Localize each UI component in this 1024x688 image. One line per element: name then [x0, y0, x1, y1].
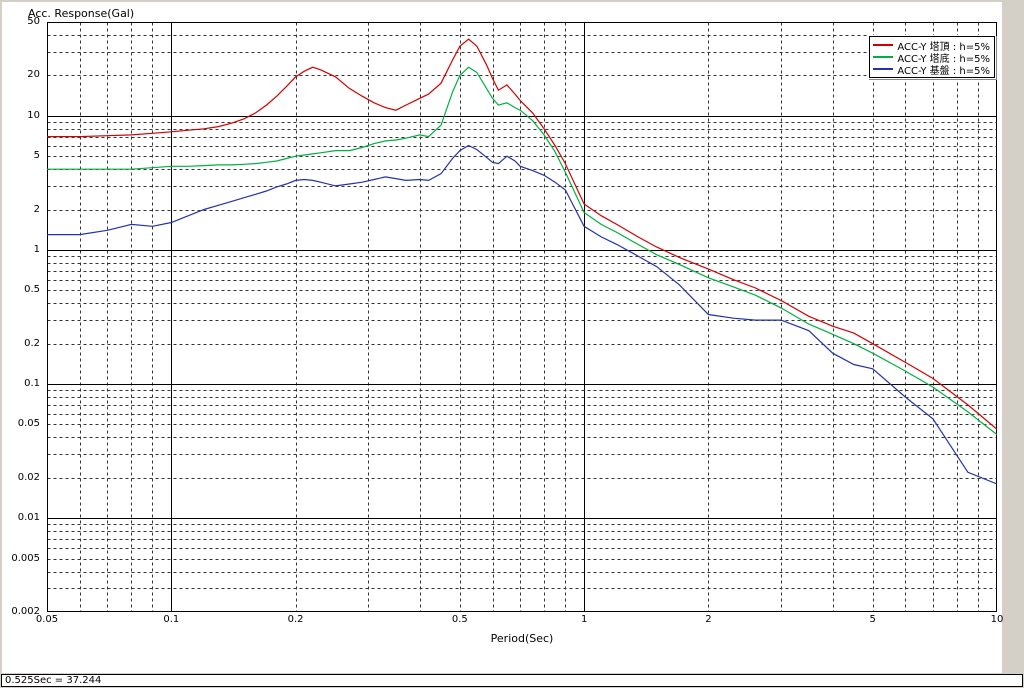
y-tick-label: 0.05	[17, 418, 40, 430]
x-tick-label: 0.05	[35, 614, 59, 625]
plot-svg[interactable]	[47, 22, 997, 612]
series-line-2	[47, 144, 997, 485]
plot-area[interactable]: ACC-Y 塔頂 : h=5% ACC-Y 塔底 : h=5% ACC-Y 基盤…	[47, 22, 997, 612]
y-axis-tick-labels: 50 20 10 5 2 1 0.5 0.2 0.1 0.05 0.02 0.01 0.005 0.002	[2, 17, 44, 617]
y-tick-label: 50	[27, 16, 40, 27]
legend-line-red-icon	[873, 44, 894, 46]
plot-border	[47, 22, 997, 612]
x-tick-label: 1	[580, 614, 588, 625]
x-axis-title: Period(Sec)	[490, 632, 554, 645]
y-tick-label: 0.005	[11, 552, 40, 564]
status-bar: 0.525Sec = 37.244	[1, 674, 1023, 687]
y-tick-label: 0.002	[11, 606, 40, 617]
legend-row-tower-top: ACC-Y 塔頂 : h=5%	[873, 39, 990, 53]
x-tick-label: 0.1	[163, 614, 180, 625]
x-tick-label: 0.2	[287, 614, 304, 625]
series-line-0	[47, 38, 997, 430]
x-tick-label: 2	[705, 614, 712, 625]
legend-label: ACC-Y 基盤 : h=5%	[897, 65, 990, 77]
y-tick-label: 0.1	[24, 378, 40, 390]
legend-row-tower-bottom: ACC-Y 塔底 : h=5%	[873, 51, 990, 65]
x-tick-label: 10	[990, 614, 1004, 625]
legend-line-green-icon	[873, 56, 894, 58]
legend-line-blue-icon	[873, 68, 894, 70]
y-tick-label: 0.01	[17, 512, 40, 524]
legend-row-base: ACC-Y 基盤 : h=5%	[873, 63, 990, 77]
y-tick-label: 0.5	[24, 284, 40, 296]
y-tick-label: 5	[33, 150, 40, 162]
y-tick-label: 0.02	[17, 471, 40, 483]
series-line-1	[47, 66, 997, 436]
legend-label: ACC-Y 塔底 : h=5%	[897, 53, 990, 65]
legend-label: ACC-Y 塔頂 : h=5%	[897, 41, 990, 53]
y-tick-label: 20	[27, 69, 40, 81]
x-tick-label: 0.5	[451, 614, 468, 625]
status-readout: 0.525Sec = 37.244	[5, 675, 102, 686]
y-axis-title: Acc. Response(Gal)	[28, 7, 135, 20]
y-tick-label: 1	[33, 243, 40, 255]
y-tick-label: 10	[27, 109, 40, 121]
legend: ACC-Y 塔頂 : h=5% ACC-Y 塔底 : h=5% ACC-Y 基盤…	[869, 36, 995, 78]
x-axis-tick-labels: 0.05 0.1 0.2 0.5 1 2 5 10	[36, 614, 1004, 627]
y-tick-label: 2	[33, 203, 40, 215]
y-tick-label: 0.2	[24, 337, 40, 349]
chart-canvas: Acc. Response(Gal) 50 20 10 5 2 1 0.5 0.2 0.1 0.0…	[2, 2, 1004, 673]
x-tick-label: 5	[869, 614, 876, 625]
